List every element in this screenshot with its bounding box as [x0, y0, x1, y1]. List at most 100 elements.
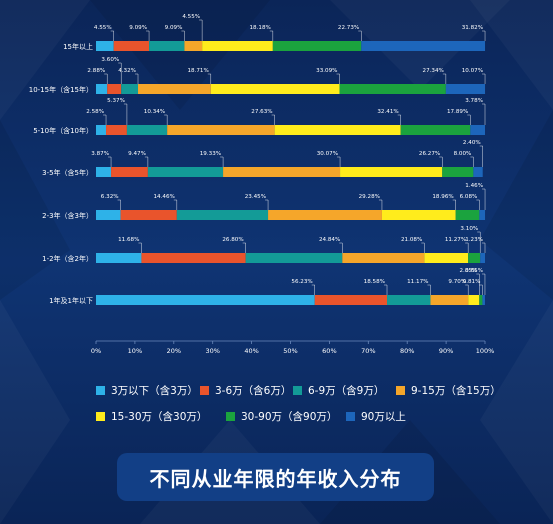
bar-segment	[96, 84, 108, 94]
data-label: 6.32%	[101, 194, 119, 200]
bar-segment	[455, 210, 480, 220]
data-label: 3.10%	[460, 226, 478, 232]
bar-segment	[113, 41, 150, 51]
data-label: 1.46%	[465, 183, 483, 189]
data-label: 33.09%	[316, 68, 337, 74]
data-label: 27.34%	[423, 68, 444, 74]
bar-segment	[138, 84, 211, 94]
data-label: 2.58%	[86, 109, 104, 115]
legend-swatch	[200, 385, 209, 395]
data-label: 3.60%	[101, 57, 119, 63]
data-label: 32.41%	[377, 109, 398, 115]
data-label: 0.65%	[465, 268, 483, 274]
bar-segment	[479, 210, 486, 220]
bar-segment	[468, 253, 481, 263]
data-label: 2.40%	[463, 140, 481, 146]
legend-label: 15-30万（含30万）	[111, 410, 208, 423]
bar-segment	[339, 84, 446, 94]
bar-segment	[480, 253, 485, 263]
bar-segment	[445, 84, 486, 94]
data-label: 24.84%	[319, 237, 340, 243]
bar-segment	[268, 210, 382, 220]
bar-segment	[274, 125, 401, 135]
data-label: 2.85%	[460, 268, 478, 274]
data-label: 30.07%	[317, 151, 338, 157]
bar-segment	[400, 125, 471, 135]
category-label: 2-3年（含3年）	[42, 211, 93, 220]
data-label: 23.45%	[245, 194, 266, 200]
data-label: 9.70%	[448, 279, 466, 285]
data-label: 10.07%	[462, 68, 483, 74]
legend-item: 90万以上	[346, 408, 446, 424]
bar-segment	[149, 41, 185, 51]
bar-segment	[96, 167, 112, 177]
bar-segment	[184, 41, 203, 51]
data-label: 0.81%	[463, 279, 481, 285]
data-label: 5.37%	[107, 98, 125, 104]
data-label: 9.09%	[129, 25, 147, 31]
x-tick-label: 90%	[439, 347, 453, 355]
bar-segment	[468, 295, 480, 305]
data-label: 4.55%	[182, 14, 200, 20]
data-label: 3.78%	[465, 98, 483, 104]
bar-segment	[126, 125, 168, 135]
data-label: 11.27%	[445, 237, 466, 243]
bar-segment	[479, 295, 483, 305]
category-label: 1年及1年以下	[49, 296, 93, 305]
data-label: 19.33%	[200, 151, 221, 157]
data-label: 2.88%	[87, 68, 105, 74]
legend-item: 6-9万（含9万）	[293, 382, 396, 398]
x-tick-label: 40%	[244, 347, 258, 355]
bar-segment	[387, 295, 431, 305]
data-label: 18.71%	[187, 68, 208, 74]
legend-swatch	[226, 411, 235, 421]
bar-segment	[106, 125, 127, 135]
legend-label: 3-6万（含6万）	[215, 384, 292, 397]
data-label: 31.82%	[462, 25, 483, 31]
data-label: 22.73%	[338, 25, 359, 31]
legend-swatch	[96, 411, 105, 421]
bar-segment	[473, 167, 483, 177]
x-tick-label: 30%	[205, 347, 219, 355]
data-label: 56.23%	[291, 279, 312, 285]
chart-legend: 3万以下（含3万） 3-6万（含6万） 6-9万（含9万） 9-15万（含15万） 15…	[96, 382, 501, 424]
bar-segment	[96, 125, 107, 135]
legend-swatch	[96, 385, 105, 395]
legend-label: 9-15万（含15万）	[411, 384, 501, 397]
data-label: 26.80%	[222, 237, 243, 243]
bar-segment	[223, 167, 341, 177]
data-label: 18.96%	[432, 194, 453, 200]
bar-segment	[107, 84, 122, 94]
legend-label: 30-90万（含90万）	[241, 410, 338, 423]
x-tick-label: 20%	[167, 347, 181, 355]
data-label: 11.17%	[407, 279, 428, 285]
legend-item: 3万以下（含3万）	[96, 382, 200, 398]
legend-item: 3-6万（含6万）	[200, 382, 293, 398]
bar-segment	[342, 253, 425, 263]
bar-segment	[96, 41, 114, 51]
bar-segment	[424, 253, 469, 263]
bar-segment	[482, 295, 485, 305]
data-label: 10.34%	[144, 109, 165, 115]
data-label: 14.46%	[153, 194, 174, 200]
bar-segment	[361, 41, 486, 51]
category-label: 15年以上	[63, 42, 93, 51]
data-label: 1.23%	[465, 237, 483, 243]
data-label: 4.32%	[118, 68, 136, 74]
chart-title: 不同从业年限的年收入分布	[117, 453, 434, 501]
bar-segment	[120, 210, 177, 220]
x-tick-label: 80%	[400, 347, 414, 355]
legend-label: 90万以上	[361, 410, 406, 423]
bar-segment	[96, 295, 315, 305]
legend-swatch	[396, 385, 405, 395]
data-label: 3.87%	[91, 151, 109, 157]
category-label: 3-5年（含5年）	[42, 168, 93, 177]
bar-segment	[442, 167, 474, 177]
data-label: 18.18%	[249, 25, 270, 31]
x-tick-label: 60%	[322, 347, 336, 355]
bar-segment	[96, 210, 121, 220]
data-label: 8.00%	[454, 151, 472, 157]
bar-segment	[96, 253, 142, 263]
category-label: 5-10年（含10年）	[33, 126, 93, 135]
